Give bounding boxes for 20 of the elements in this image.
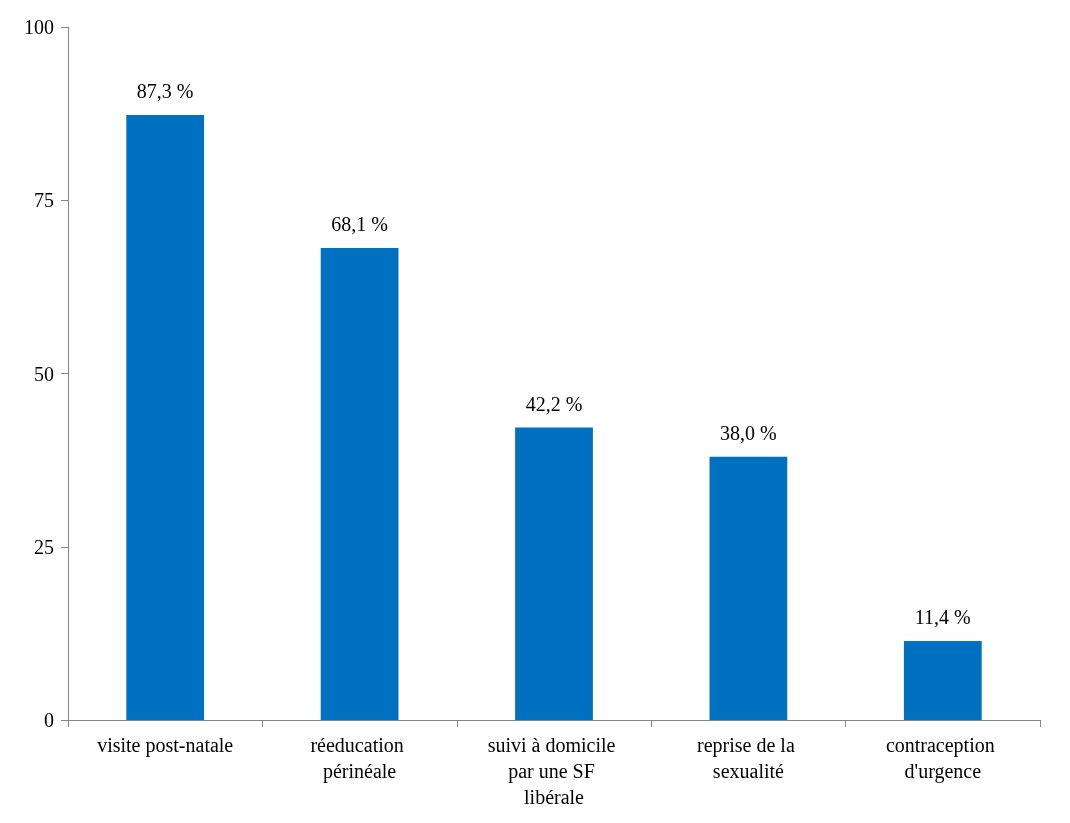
y-tick-label: 0 (44, 709, 54, 731)
y-tick-label: 100 (24, 16, 54, 38)
x-tick-label: reprise de la sexualité (697, 734, 800, 782)
bar (709, 456, 788, 720)
data-label: 68,1 % (331, 213, 388, 236)
data-label: 87,3 % (136, 80, 194, 103)
x-tick-label: réeducation périnéale (310, 734, 409, 783)
x-tick-label: contraception d'urgence (885, 734, 1000, 783)
bar (515, 427, 593, 720)
bar (903, 641, 982, 720)
bar (126, 115, 205, 720)
y-tick-label: 25 (34, 535, 54, 558)
bar (320, 248, 399, 720)
data-label: 42,2 % (525, 392, 583, 415)
x-tick-label: visite post-natale (97, 734, 234, 757)
y-tick-label: 50 (34, 362, 54, 385)
data-label: 38,0 % (720, 421, 777, 444)
data-label: 11,4 % (914, 606, 971, 628)
x-tick-label: suivi à domicile par une SF libérale (487, 734, 621, 808)
y-tick-label: 75 (34, 189, 54, 212)
